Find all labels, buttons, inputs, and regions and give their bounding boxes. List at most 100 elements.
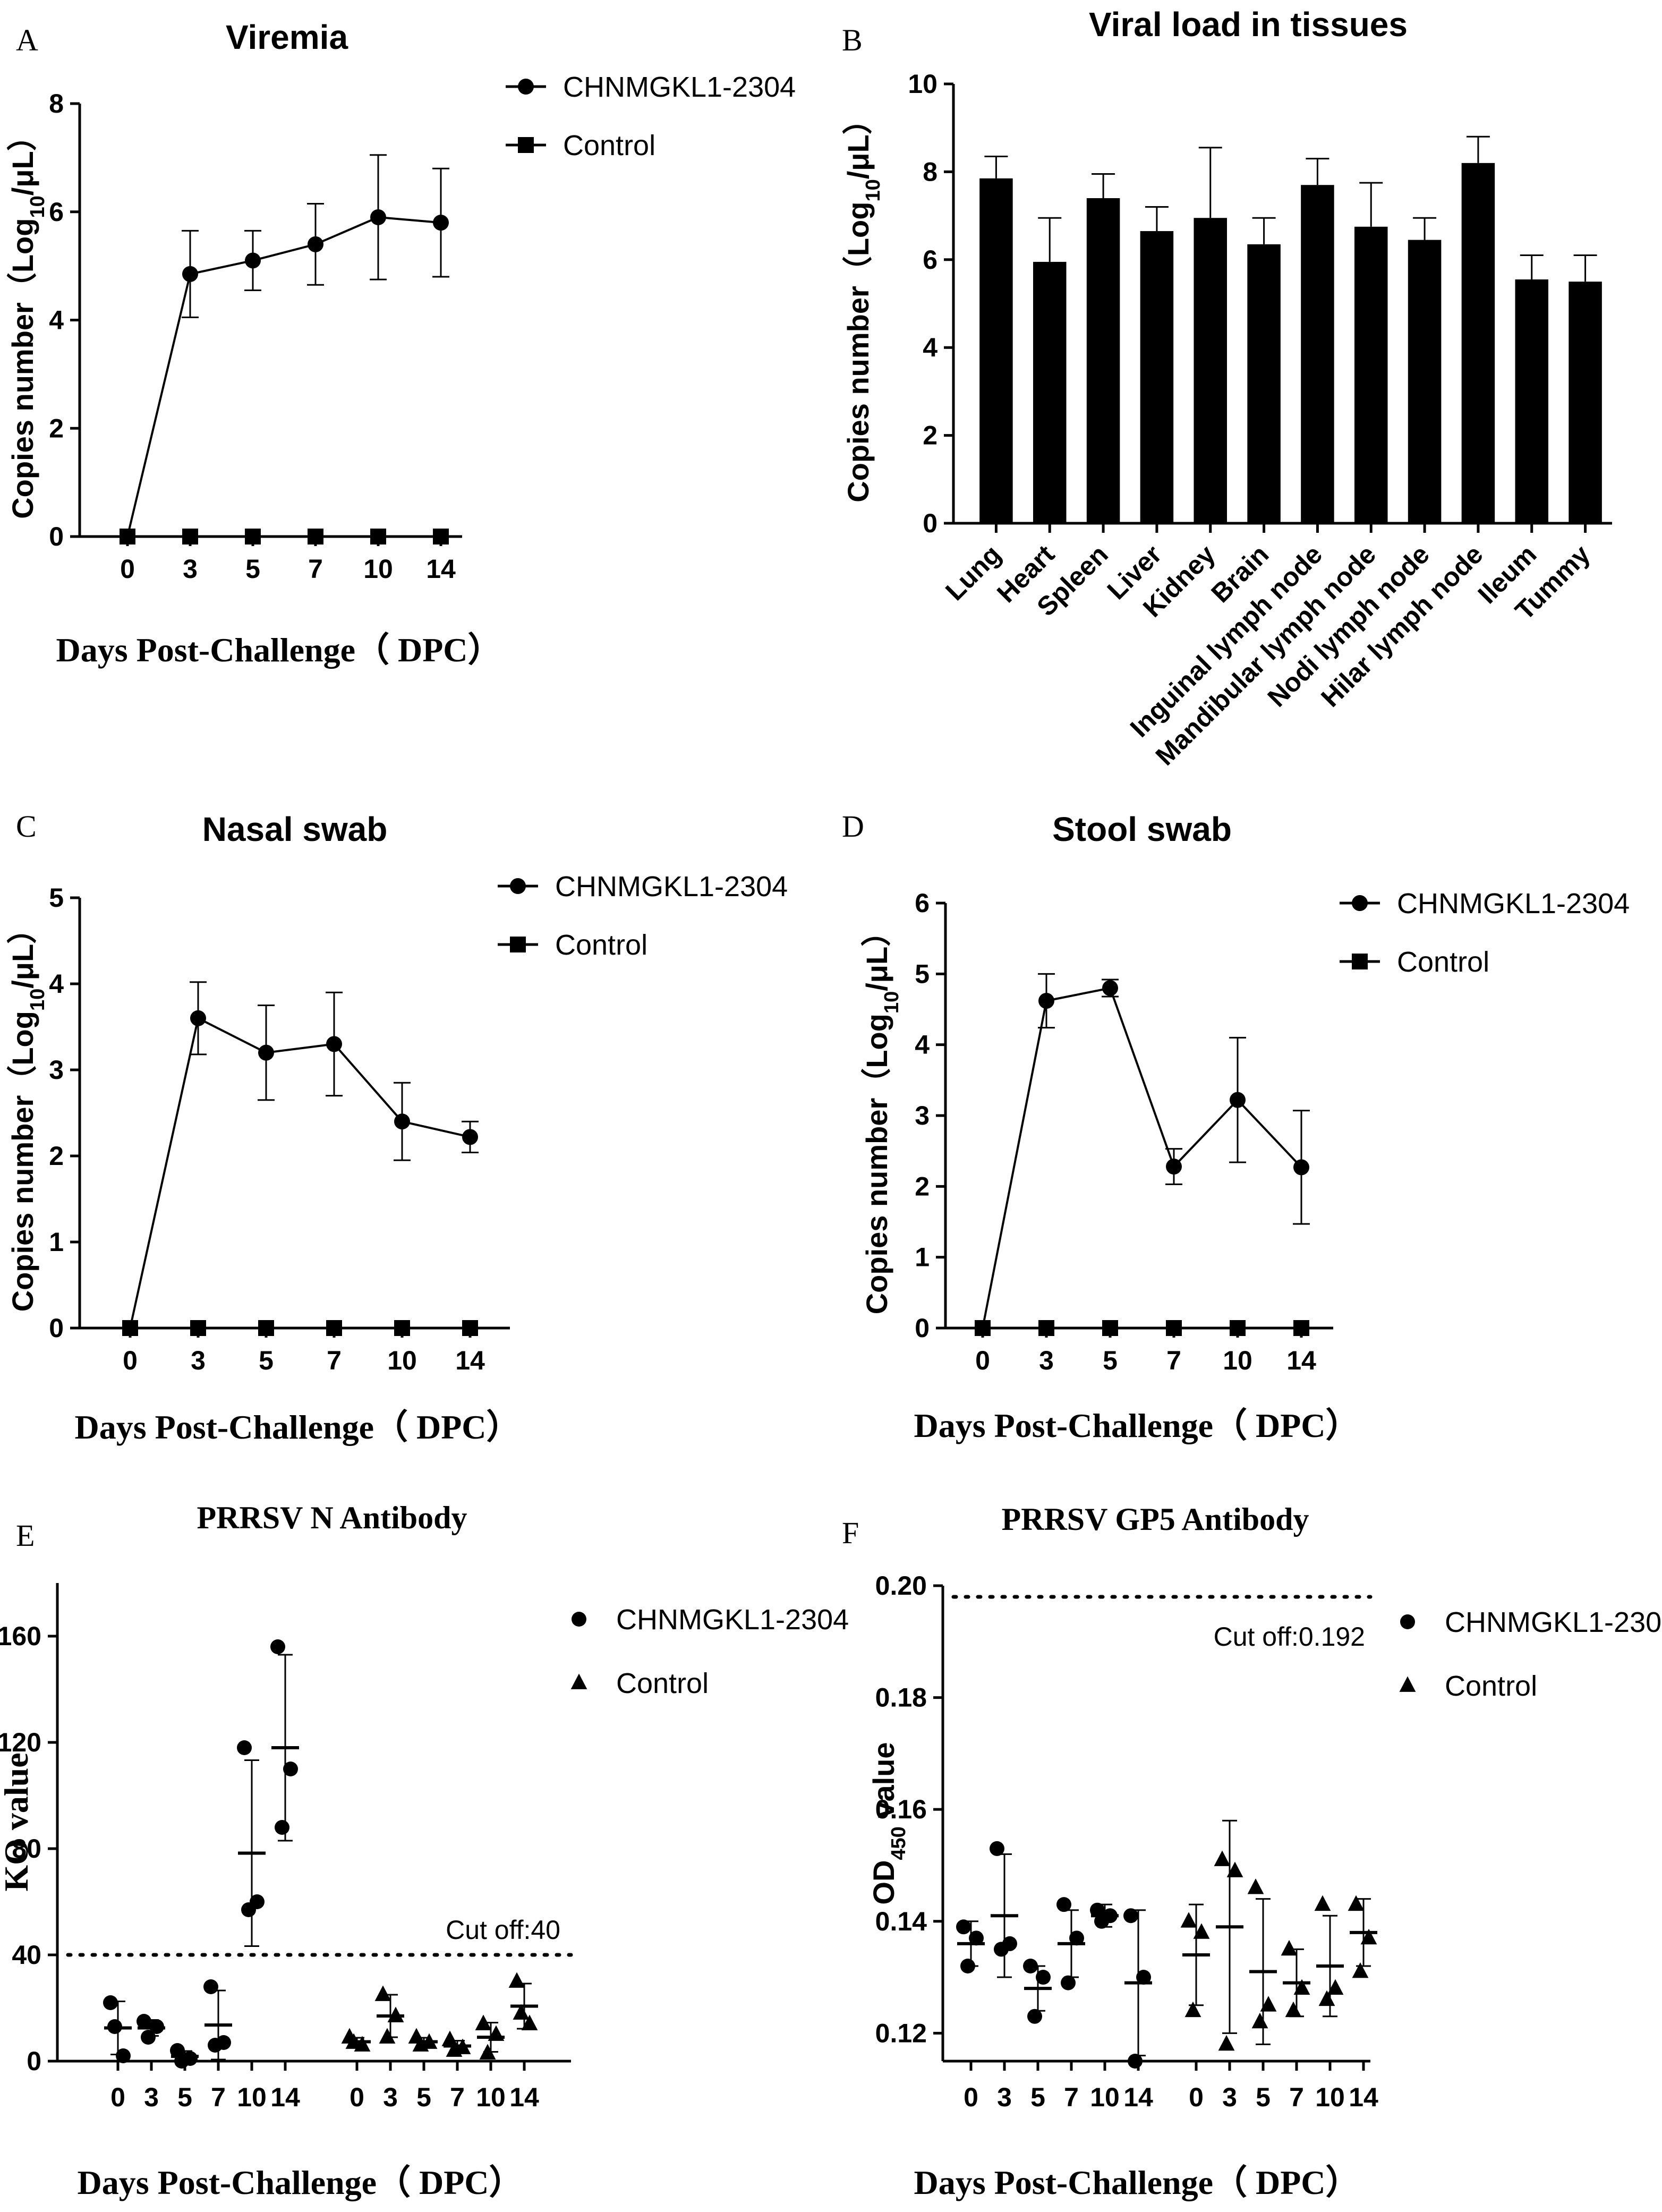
data-point (475, 2014, 492, 2030)
x-axis-label: Days Post-Challenge（ DPC） (77, 2164, 523, 2201)
y-tick-label: 0.12 (875, 2018, 927, 2048)
data-point (990, 1841, 1004, 1856)
y-tick-label: 6 (915, 888, 930, 918)
x-tick-label: 5 (259, 1346, 274, 1375)
x-tick-label: 3 (1222, 2082, 1237, 2112)
data-point (258, 1320, 274, 1336)
x-tick-label: Lung (940, 539, 1007, 606)
x-axis-label: Days Post-Challenge（ DPC） (914, 2164, 1359, 2201)
data-point (208, 2038, 223, 2053)
y-tick-label: 0 (49, 522, 64, 551)
legend-label: Control (1397, 946, 1489, 978)
legend-marker (572, 1612, 586, 1627)
data-point (1226, 1861, 1243, 1877)
x-tick-label: 5 (1256, 2082, 1271, 2112)
data-point (394, 1320, 410, 1336)
x-tick-label: 0 (110, 2082, 125, 2112)
legend-label: Control (563, 130, 655, 161)
legend-marker (510, 878, 526, 894)
data-point (1327, 1979, 1344, 1995)
bar (1569, 282, 1602, 523)
legend-label: Control (616, 1667, 709, 1699)
x-tick-label: 5 (245, 554, 260, 584)
x-tick-label: 7 (308, 554, 323, 584)
chart-title: Stool swab (1052, 810, 1232, 848)
data-point (103, 1995, 118, 2010)
y-axis-label: OD450 value (867, 1742, 910, 1904)
panel-label: B (842, 23, 863, 57)
data-point (1038, 993, 1054, 1009)
data-point (387, 2006, 404, 2022)
data-point (1247, 1878, 1264, 1894)
data-point (1069, 1930, 1084, 1946)
data-point (1285, 2001, 1302, 2018)
data-point (1061, 1975, 1076, 1990)
data-point (241, 1902, 256, 1917)
x-tick-label: 10 (387, 1346, 417, 1375)
legend-label: Control (1445, 1670, 1537, 1702)
x-tick-label: 0 (975, 1346, 990, 1375)
panel-label: A (16, 23, 38, 57)
data-point (488, 2025, 505, 2041)
legend-marker (1352, 954, 1368, 969)
panel-label: D (842, 809, 864, 844)
data-point (433, 529, 449, 545)
y-tick-label: 1 (915, 1243, 930, 1272)
data-point (1056, 1897, 1071, 1912)
y-tick-label: 80 (12, 1834, 41, 1864)
x-tick-label: 3 (183, 554, 198, 584)
panel-label: E (16, 1518, 35, 1553)
data-point (1102, 1320, 1118, 1336)
data-point (1318, 1990, 1335, 2006)
series-line (126, 216, 441, 537)
legend-label: CHNMGKL1-2304 (1397, 888, 1630, 920)
data-point (1102, 980, 1118, 996)
data-point (462, 1320, 478, 1336)
data-point (1360, 1928, 1377, 1945)
x-tick-label: 3 (383, 2082, 398, 2112)
y-tick-label: 2 (923, 421, 937, 450)
data-point (203, 1979, 218, 1994)
data-point (1293, 1979, 1310, 1995)
bar (1086, 198, 1120, 523)
data-point (1230, 1092, 1246, 1108)
legend-marker (570, 1673, 587, 1689)
y-tick-label: 2 (49, 413, 64, 443)
y-tick-label: 0 (49, 1313, 64, 1343)
data-point (394, 1113, 410, 1130)
data-point (412, 2036, 429, 2052)
x-axis-label: Days Post-Challenge（ DPC） (74, 1408, 520, 1446)
data-point (326, 1320, 342, 1336)
y-tick-label: 5 (49, 883, 64, 913)
data-point (513, 2004, 530, 2020)
bar (1194, 218, 1228, 523)
series-line (982, 986, 1302, 1329)
x-tick-label: 3 (191, 1346, 206, 1375)
legend-marker (1352, 895, 1368, 911)
x-tick-label: 3 (997, 2082, 1012, 2112)
chart-title: PRRSV N Antibody (197, 1500, 467, 1535)
y-tick-label: 1 (49, 1227, 64, 1257)
x-tick-label: 5 (1030, 2082, 1045, 2112)
data-point (245, 529, 261, 545)
data-point (182, 529, 198, 545)
y-tick-label: 3 (915, 1101, 930, 1130)
data-point (521, 2014, 538, 2030)
data-point (374, 1985, 391, 2001)
y-axis-label: Copies number（Log10/μL） (860, 917, 903, 1315)
x-tick-label: 14 (270, 2082, 300, 2112)
data-point (479, 2044, 496, 2060)
data-point (308, 529, 323, 545)
legend-marker (518, 137, 534, 153)
x-tick-label: 5 (1103, 1346, 1118, 1375)
data-point (120, 529, 135, 545)
data-point (1166, 1159, 1182, 1175)
y-tick-label: 4 (923, 333, 937, 362)
data-point (283, 1762, 298, 1776)
x-tick-label: 14 (426, 554, 456, 584)
y-tick-label: 2 (49, 1141, 64, 1171)
data-point (975, 1320, 991, 1336)
y-tick-label: 2 (915, 1171, 930, 1201)
data-point (149, 2019, 164, 2034)
